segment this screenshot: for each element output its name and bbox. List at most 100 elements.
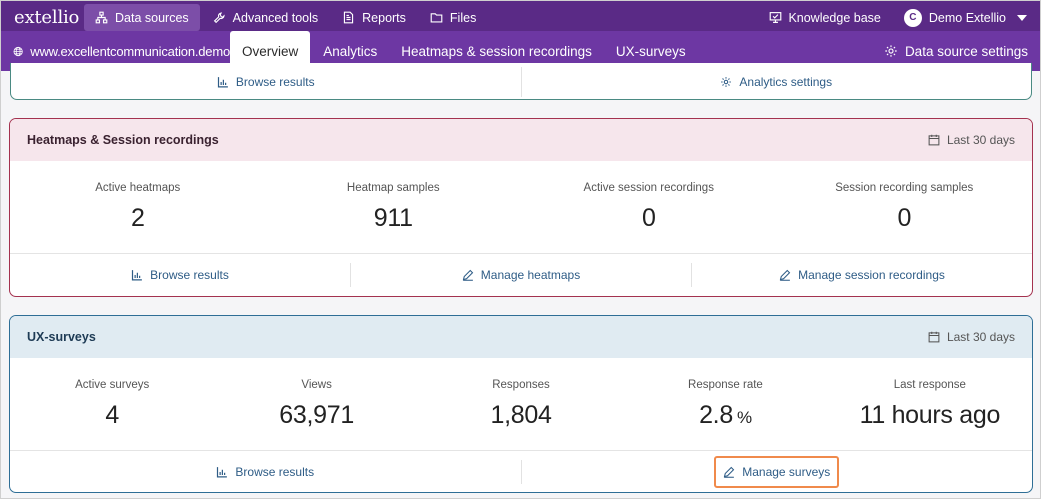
gear-icon: [885, 45, 897, 57]
manage-session-recordings-label: Manage session recordings: [798, 268, 945, 282]
folder-icon: [430, 13, 443, 23]
stat-unit: %: [736, 408, 752, 427]
stat-value: 11 hours ago: [859, 401, 1001, 429]
stat-active-session-recordings: Active session recordings 0: [521, 161, 777, 253]
stat-response-rate: Response rate 2.8%: [623, 358, 827, 450]
heatmaps-card-title: Heatmaps & Session recordings: [27, 133, 219, 147]
surveys-browse-cell: Browse results: [10, 460, 522, 484]
stat-views: Views 63,971: [214, 358, 418, 450]
stat-label: Active surveys: [75, 379, 150, 391]
manage-surveys-cell: Manage surveys: [522, 456, 1033, 488]
surveys-card-header: UX-surveys Last 30 days: [10, 316, 1032, 358]
caret-down-icon: [1017, 14, 1027, 21]
stat-session-recording-samples: Session recording samples 0: [777, 161, 1033, 253]
app-logo[interactable]: extellio: [14, 7, 80, 28]
stat-responses: Responses 1,804: [419, 358, 623, 450]
sitemap-icon: [95, 11, 108, 24]
stat-label: Views: [301, 379, 332, 391]
stat-value-wrap: 2.8%: [699, 401, 752, 430]
knowledge-base-link[interactable]: Knowledge base: [769, 10, 881, 25]
heatmaps-period-label: Last 30 days: [946, 133, 1015, 147]
bar-chart-icon: [217, 77, 228, 88]
stat-label: Active session recordings: [583, 182, 714, 194]
nav-advanced-tools-label: Advanced tools: [232, 10, 319, 25]
heatmaps-card-header: Heatmaps & Session recordings Last 30 da…: [10, 119, 1032, 161]
surveys-stats: Active surveys 4 Views 63,971 Responses …: [10, 358, 1032, 451]
analytics-card: Browse results Analytics settings: [10, 63, 1032, 100]
manage-heatmaps-link[interactable]: Manage heatmaps: [462, 268, 580, 282]
manage-session-recordings-link[interactable]: Manage session recordings: [779, 268, 945, 282]
pencil-icon: [723, 466, 735, 478]
gear-icon: [721, 77, 732, 87]
stat-value: 63,971: [279, 401, 354, 429]
heatmaps-browse-cell: Browse results: [10, 263, 351, 287]
stat-label: Active heatmaps: [95, 182, 181, 194]
surveys-card: UX-surveys Last 30 days Active surveys 4…: [9, 315, 1033, 493]
nav-data-sources[interactable]: Data sources: [84, 4, 200, 31]
stat-label: Heatmap samples: [346, 182, 440, 194]
bar-chart-icon: [217, 467, 228, 478]
tab-ux-surveys[interactable]: UX-surveys: [615, 43, 686, 59]
surveys-browse-link[interactable]: Browse results: [216, 465, 314, 479]
avatar: C: [903, 8, 922, 27]
nav-files[interactable]: Files: [419, 4, 487, 31]
analytics-browse-link[interactable]: Browse results: [217, 75, 315, 89]
surveys-period-selector[interactable]: Last 30 days: [928, 330, 1015, 344]
heatmaps-period-selector[interactable]: Last 30 days: [928, 133, 1015, 147]
nav-data-sources-label: Data sources: [115, 10, 189, 25]
surveys-period-label: Last 30 days: [946, 330, 1015, 344]
stat-value: 1,804: [490, 401, 552, 429]
stat-value: 0: [641, 204, 656, 232]
heatmaps-browse-label: Browse results: [150, 268, 229, 282]
heatmaps-stats: Active heatmaps 2 Heatmap samples 911 Ac…: [10, 161, 1032, 254]
stat-value: 911: [373, 204, 413, 232]
site-name: www.excellentcommunication.demo: [30, 43, 230, 59]
tab-heatmaps[interactable]: Heatmaps & session recordings: [401, 43, 592, 59]
nav-files-label: Files: [449, 10, 477, 25]
stat-label: Response rate: [688, 379, 763, 391]
manage-heatmaps-cell: Manage heatmaps: [351, 263, 692, 287]
wrench-icon: [213, 12, 225, 24]
top-bar: extellio Data sources Advanced tools Rep…: [1, 1, 1040, 34]
analytics-settings-link[interactable]: Analytics settings: [720, 75, 832, 89]
analytics-settings-label: Analytics settings: [739, 75, 833, 89]
top-right: Knowledge base C Demo Extellio: [769, 1, 1040, 34]
knowledge-base-label: Knowledge base: [788, 10, 881, 25]
stat-active-heatmaps: Active heatmaps 2: [10, 161, 266, 253]
analytics-browse-cell: Browse results: [11, 67, 522, 97]
pencil-icon: [462, 269, 474, 281]
stat-label: Responses: [492, 379, 550, 391]
manage-heatmaps-label: Manage heatmaps: [480, 268, 581, 282]
stat-value: 2: [130, 204, 145, 232]
stat-last-response: Last response 11 hours ago: [828, 358, 1032, 450]
stat-label: Session recording samples: [835, 182, 974, 194]
nav-reports[interactable]: Reports: [331, 4, 417, 31]
surveys-card-footer: Browse results Manage surveys: [10, 451, 1033, 492]
heatmaps-card: Heatmaps & Session recordings Last 30 da…: [9, 118, 1033, 297]
tab-analytics[interactable]: Analytics: [323, 43, 378, 59]
globe-icon: [13, 46, 23, 56]
manage-surveys-link[interactable]: Manage surveys: [714, 456, 840, 488]
pencil-icon: [779, 269, 791, 281]
manage-session-recordings-cell: Manage session recordings: [692, 263, 1032, 287]
data-source-settings-button[interactable]: Data source settings: [884, 31, 1040, 71]
heatmaps-browse-link[interactable]: Browse results: [131, 268, 229, 282]
data-source-settings-label: Data source settings: [904, 43, 1028, 59]
bar-chart-icon: [132, 270, 143, 281]
stat-value: 4: [105, 401, 119, 429]
site-selector[interactable]: www.excellentcommunication.demo: [1, 31, 230, 71]
surveys-browse-label: Browse results: [235, 465, 315, 479]
stat-value: 2.8: [699, 401, 733, 429]
user-menu[interactable]: C Demo Extellio: [903, 8, 1027, 27]
analytics-settings-cell: Analytics settings: [522, 67, 1032, 97]
analytics-browse-label: Browse results: [235, 75, 315, 89]
nav-reports-label: Reports: [362, 10, 406, 25]
stat-heatmap-samples: Heatmap samples 911: [266, 161, 522, 253]
calendar-icon: [928, 331, 940, 343]
stat-value: 0: [897, 204, 912, 232]
monitor-icon: [770, 12, 782, 23]
nav-advanced-tools[interactable]: Advanced tools: [202, 4, 329, 31]
calendar-icon: [928, 134, 940, 146]
stat-label: Last response: [893, 379, 966, 391]
